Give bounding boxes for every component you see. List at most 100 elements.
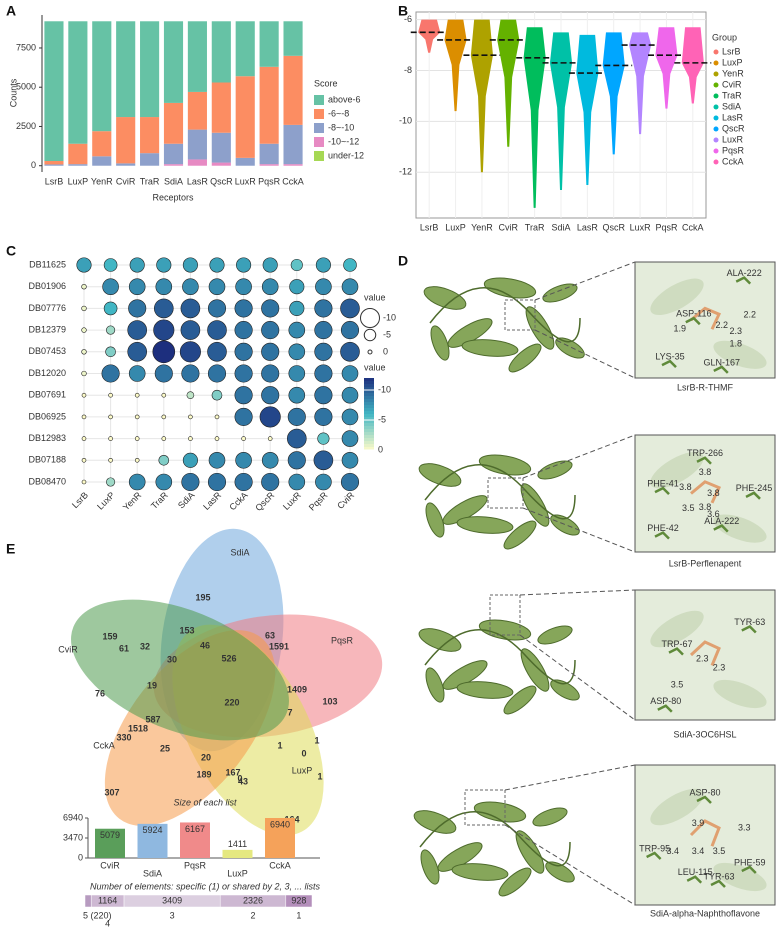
colorbar-segment	[364, 384, 374, 388]
violin	[497, 19, 520, 147]
bubble	[286, 428, 307, 449]
y-axis-title: Counts	[8, 78, 18, 107]
venn-set-label: SdiA	[230, 547, 249, 557]
legend-label: SdiA	[722, 101, 741, 111]
bubble	[103, 301, 118, 316]
venn-set-label: CckA	[93, 740, 115, 750]
colorbar-label: 0	[378, 444, 383, 454]
violin	[655, 27, 678, 109]
category-label: 4	[105, 918, 110, 927]
bubble	[211, 389, 223, 401]
size-legend-label: 0	[383, 346, 388, 356]
panel-label: B	[398, 3, 408, 19]
protein-cartoon	[478, 454, 532, 476]
distance-label: 3.8	[707, 488, 720, 498]
x-tick-label: SdiA	[164, 176, 183, 186]
bubble	[214, 414, 220, 420]
x-tick-label: LuxP	[227, 868, 248, 878]
venn-count: 46	[200, 640, 210, 650]
zoom-background	[713, 340, 767, 369]
distance-label: 3.9	[692, 818, 705, 828]
bubble	[81, 327, 87, 333]
bubble	[134, 436, 140, 441]
venn-count: 32	[140, 641, 150, 651]
residue-stick	[661, 359, 677, 369]
x-tick-label: YenR	[91, 176, 113, 186]
colorbar-segment	[364, 393, 374, 397]
x-tick-label: CckA	[682, 222, 704, 232]
residue-stick	[713, 365, 729, 374]
x-tick-label: CviR	[499, 222, 519, 232]
bar-segment	[235, 21, 255, 77]
x-tick-label: SdiA	[551, 222, 570, 232]
chart-title: Number of elements: specific (1) or shar…	[90, 881, 321, 891]
bar-segment	[187, 21, 207, 92]
bubble	[127, 341, 147, 362]
bubble	[234, 386, 253, 405]
bar	[137, 823, 168, 858]
bar-segment	[259, 164, 279, 166]
residue-stick	[657, 704, 673, 713]
x-tick-label: LuxP	[68, 176, 89, 186]
distance-label: 3.5	[671, 679, 684, 689]
bubble	[341, 365, 359, 382]
column-label: TraR	[149, 490, 170, 511]
legend-label: CckA	[722, 156, 744, 166]
venn-count: 25	[160, 743, 170, 753]
zoom-connector	[534, 329, 636, 379]
protein-cartoon	[537, 460, 573, 480]
zoom-background	[713, 679, 767, 709]
residue-label: TRP-266	[687, 448, 723, 458]
column-label: LuxR	[281, 490, 303, 512]
zoom-background	[650, 788, 704, 826]
legend-label: LuxR	[722, 134, 744, 144]
residue-label: ALA-222	[727, 268, 762, 278]
bubble	[188, 436, 193, 441]
legend-label: PqsR	[722, 145, 745, 155]
bar-segment	[116, 21, 136, 118]
caption: SdiA-3OC6HSL	[673, 729, 736, 739]
bubble	[108, 392, 113, 398]
bar-segment	[92, 156, 112, 166]
x-tick-label: LuxR	[630, 222, 652, 232]
colorbar-segment	[364, 390, 374, 394]
protein-cartoon	[473, 801, 527, 823]
bubble	[236, 257, 252, 273]
bubble	[81, 305, 87, 312]
bubble	[105, 346, 116, 358]
residue-label: ASP-80	[689, 787, 720, 797]
legend-label: above-6	[328, 94, 361, 104]
venn-count: 1518	[128, 723, 148, 733]
bubble	[287, 407, 306, 426]
bubble	[154, 364, 173, 383]
violin	[602, 32, 625, 155]
bar-segment	[163, 143, 184, 165]
zoom-connector	[522, 507, 636, 553]
bubble	[101, 364, 120, 383]
bubble	[314, 386, 333, 405]
bubble	[234, 472, 253, 492]
protein-cartoon	[542, 283, 578, 303]
bubble	[158, 454, 170, 466]
violin	[681, 27, 704, 104]
bubble	[161, 392, 167, 398]
bubble	[234, 407, 253, 426]
venn-count: 0	[301, 748, 306, 758]
distance-label: 2.2	[744, 310, 757, 320]
bubble	[234, 321, 253, 340]
ligand-stick	[690, 306, 722, 330]
bubble	[76, 257, 92, 273]
y-tick-label: 0	[78, 852, 83, 862]
residue-stick	[735, 276, 752, 285]
bubble	[315, 473, 332, 491]
zoom-background	[650, 278, 704, 316]
ligand-site	[504, 299, 536, 331]
violin	[470, 19, 493, 173]
protein-cartoon	[418, 628, 462, 652]
bubble	[182, 278, 199, 296]
column-label: LsrB	[70, 490, 90, 510]
legend-dot	[713, 137, 719, 143]
colorbar-segment	[364, 387, 374, 391]
bar-segment	[211, 82, 231, 133]
bubble	[314, 321, 333, 340]
